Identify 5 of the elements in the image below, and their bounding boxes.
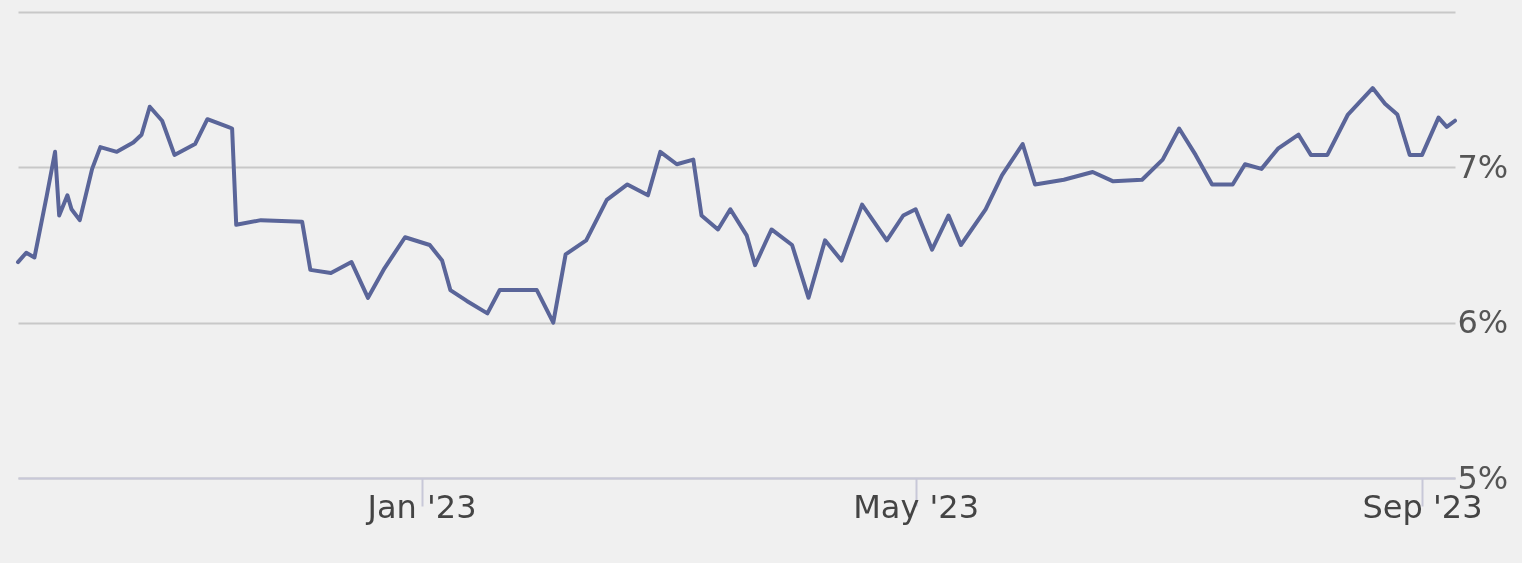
line-series xyxy=(16,86,1457,325)
y-tick-label: 6% xyxy=(1457,303,1509,342)
x-tick-label: Jan '23 xyxy=(365,487,477,526)
y-tick-label: 7% xyxy=(1457,147,1509,186)
x-tick-label: May '23 xyxy=(853,487,980,526)
